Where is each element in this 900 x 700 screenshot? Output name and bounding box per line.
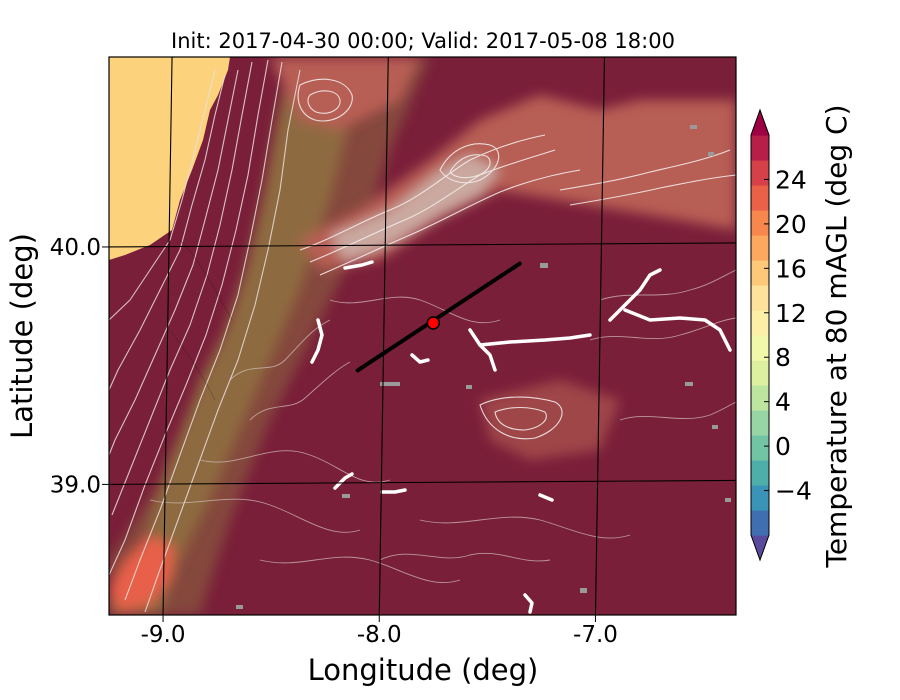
colorbar-band xyxy=(751,510,769,536)
cross-section-line xyxy=(355,261,522,373)
colorbar-band xyxy=(751,110,769,136)
x-axis-label: Longitude (deg) xyxy=(308,653,539,687)
colorbar-tick-label: 16 xyxy=(775,254,807,283)
figure-title: Init: 2017-04-30 00:00; Valid: 2017-05-0… xyxy=(171,29,675,53)
y-tick-label: 40.0 xyxy=(50,235,101,261)
y-tick-label: 39.0 xyxy=(50,472,101,498)
contour-lines xyxy=(109,59,736,613)
x-tick-label: -7.0 xyxy=(573,622,618,648)
colorbar-band xyxy=(751,260,769,286)
colorbar-band xyxy=(751,185,769,211)
colorbar-tick-label: 24 xyxy=(775,165,807,194)
map-frame xyxy=(108,56,737,616)
colorbar-tick-label: 0 xyxy=(775,432,791,461)
colorbar-band xyxy=(751,135,769,161)
temperature-field xyxy=(109,57,736,615)
map-panel xyxy=(109,57,736,615)
y-axis: 39.0 40.0 xyxy=(50,235,109,498)
colorbar-band xyxy=(751,235,769,261)
graticule-parallel xyxy=(109,242,736,248)
y-axis-label: Latitude (deg) xyxy=(5,233,39,439)
colorbar-band xyxy=(751,360,769,386)
colorbar-label: Temperature at 80 mAGL (deg C) xyxy=(820,104,853,568)
ocean-area xyxy=(109,57,230,260)
colorbar-outline xyxy=(750,108,770,562)
colorbar-band xyxy=(751,535,769,560)
east-warm-zone xyxy=(480,380,620,460)
graticule-parallel xyxy=(109,479,736,485)
colorbar: −4 0 4 8 12 16 20 24 Temperature at 80 mAGL (de… xyxy=(750,104,853,569)
colorbar-band xyxy=(751,410,769,436)
x-tick-label: -8.0 xyxy=(357,622,402,648)
southwest-hot-spot xyxy=(109,535,175,612)
location-marker xyxy=(426,316,441,330)
x-tick-label: -9.0 xyxy=(141,622,186,648)
colorbar-tick-label: 20 xyxy=(775,210,807,239)
colorbar-band xyxy=(751,310,769,336)
north-uplands xyxy=(270,57,420,130)
colorbar-tick-label: 4 xyxy=(775,388,791,417)
colorbar-band xyxy=(751,210,769,236)
colorbar-tick-label: 8 xyxy=(775,343,791,372)
colorbar-tick-label: 12 xyxy=(775,299,807,328)
colorbar-band xyxy=(751,385,769,411)
colorbar-band xyxy=(751,435,769,461)
colorbar-band xyxy=(751,335,769,361)
colorbar-band xyxy=(751,160,769,186)
graticule-meridian xyxy=(594,57,606,615)
river-features xyxy=(310,260,732,614)
grey-speckles xyxy=(236,125,731,609)
colorbar-band xyxy=(751,285,769,311)
graticule-meridian xyxy=(378,57,389,615)
colorbar-tick-label: −4 xyxy=(775,477,812,506)
graticule-meridian xyxy=(162,57,173,615)
colorbar-band xyxy=(751,485,769,511)
midland-band xyxy=(109,57,430,615)
graticule xyxy=(109,57,736,615)
x-axis: -9.0 -8.0 -7.0 xyxy=(141,615,618,648)
colorbar-band xyxy=(751,460,769,486)
